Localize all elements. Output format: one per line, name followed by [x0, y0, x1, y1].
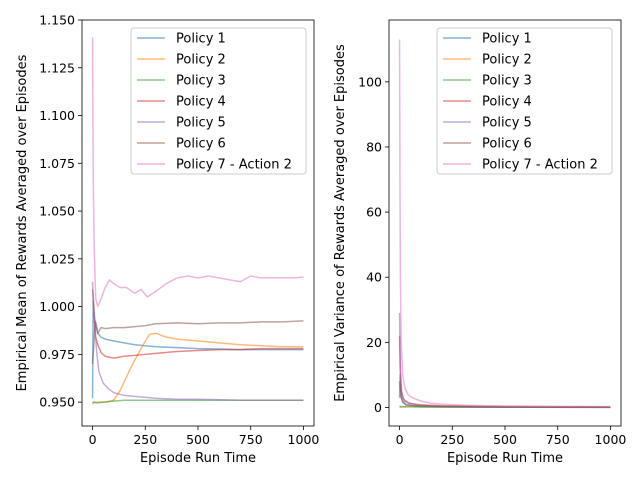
legend-label: Policy 3: [176, 74, 226, 89]
legend-label: Policy 3: [482, 74, 532, 89]
x-tick-label: 500: [186, 432, 210, 447]
legend-label: Policy 4: [176, 95, 226, 110]
x-tick-label: 1000: [288, 432, 320, 447]
y-tick-label: 1.050: [39, 204, 75, 219]
legend-box: [130, 27, 307, 175]
legend-label: Policy 2: [482, 53, 532, 68]
x-tick-label: 500: [493, 432, 517, 447]
x-tick-label: 0: [89, 432, 97, 447]
legend-label: Policy 2: [176, 53, 226, 68]
legend-label: Policy 4: [482, 95, 532, 110]
y-tick-label: 40: [366, 270, 382, 285]
y-tick-label: 1.025: [39, 251, 75, 266]
x-tick-label: 1000: [595, 432, 627, 447]
x-axis-label: Episode Run Time: [140, 451, 256, 466]
series-line-1: [91, 300, 304, 399]
legend-label: Policy 1: [482, 32, 532, 47]
x-tick-label: 250: [133, 432, 157, 447]
y-tick-label: 0.950: [39, 395, 75, 410]
legend: Policy 1 Policy 2 Policy 3 Policy 4 Policy 5…: [130, 27, 307, 175]
x-tick-label: 250: [440, 432, 464, 447]
chart-panel-1: 0 250 500 750 1000 0.950 0.975 1.000 1.025 1.050 1…: [15, 13, 319, 467]
y-tick-label: 60: [366, 205, 382, 220]
y-axis-label: Empirical Mean of Rewards Averaged over …: [15, 54, 30, 391]
y-tick-label: 1.125: [39, 60, 75, 75]
series-group: [398, 39, 611, 409]
x-tick-label: 0: [396, 432, 404, 447]
legend-label: Policy 7 - Action 2: [176, 158, 292, 173]
legend-label: Policy 1: [176, 32, 226, 47]
y-tick-label: 1.000: [39, 299, 75, 314]
y-tick-label: 0.975: [39, 347, 75, 362]
legend-label: Policy 6: [482, 137, 532, 152]
chart-panel-2: 0 250 500 750 1000 0 20 40 60 80 100 Episode Run Ti…: [333, 19, 627, 466]
x-axis-label: Episode Run Time: [447, 451, 563, 466]
y-tick-label: 0: [374, 400, 382, 415]
legend: Policy 1 Policy 2 Policy 3 Policy 4 Policy 5…: [436, 27, 613, 175]
x-tick-label: 750: [546, 432, 570, 447]
legend-box: [436, 27, 613, 175]
legend-label: Policy 5: [482, 116, 532, 131]
y-tick-label: 80: [366, 139, 382, 154]
series-line-6: [398, 381, 611, 408]
y-tick-label: 100: [358, 74, 382, 89]
series-line-6: [91, 320, 304, 364]
series-group: [91, 37, 304, 405]
y-tick-label: 20: [366, 335, 382, 350]
y-tick-label: 1.100: [39, 108, 75, 123]
legend-label: Policy 5: [176, 116, 226, 131]
legend-label: Policy 6: [176, 137, 226, 152]
y-tick-label: 1.075: [39, 156, 75, 171]
series-line-2: [92, 332, 304, 403]
series-line-5: [398, 313, 611, 408]
series-line-4: [398, 335, 611, 408]
legend-label: Policy 7 - Action 2: [482, 158, 598, 173]
series-line-5: [91, 281, 304, 401]
x-tick-label: 750: [239, 432, 263, 447]
series-line-7: [398, 39, 611, 408]
y-tick-label: 1.150: [39, 13, 75, 28]
series-line-7: [91, 37, 304, 308]
y-axis-label: Empirical Variance of Rewards Averaged o…: [333, 44, 348, 402]
